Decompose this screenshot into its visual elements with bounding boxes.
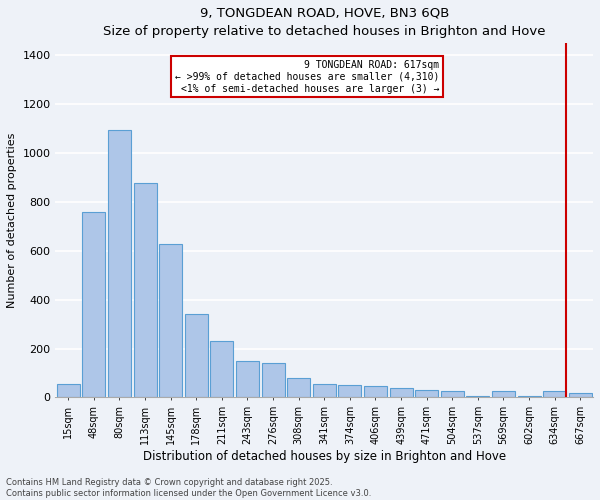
- Bar: [492, 392, 515, 398]
- Text: Contains HM Land Registry data © Crown copyright and database right 2025.
Contai: Contains HM Land Registry data © Crown c…: [6, 478, 371, 498]
- Bar: [415, 390, 438, 398]
- Bar: [466, 396, 490, 398]
- Bar: [82, 212, 106, 398]
- Bar: [313, 384, 336, 398]
- Text: 9 TONGDEAN ROAD: 617sqm
← >99% of detached houses are smaller (4,310)
<1% of sem: 9 TONGDEAN ROAD: 617sqm ← >99% of detach…: [175, 60, 439, 94]
- Bar: [262, 364, 284, 398]
- Y-axis label: Number of detached properties: Number of detached properties: [7, 132, 17, 308]
- Bar: [569, 392, 592, 398]
- Bar: [211, 342, 233, 398]
- Bar: [338, 386, 361, 398]
- Bar: [287, 378, 310, 398]
- X-axis label: Distribution of detached houses by size in Brighton and Hove: Distribution of detached houses by size …: [143, 450, 506, 463]
- Bar: [236, 361, 259, 398]
- Bar: [543, 392, 566, 398]
- Bar: [108, 130, 131, 398]
- Bar: [364, 386, 387, 398]
- Title: 9, TONGDEAN ROAD, HOVE, BN3 6QB
Size of property relative to detached houses in : 9, TONGDEAN ROAD, HOVE, BN3 6QB Size of …: [103, 7, 545, 38]
- Bar: [518, 396, 541, 398]
- Bar: [389, 388, 413, 398]
- Bar: [185, 314, 208, 398]
- Bar: [441, 392, 464, 398]
- Bar: [134, 182, 157, 398]
- Bar: [57, 384, 80, 398]
- Bar: [159, 244, 182, 398]
